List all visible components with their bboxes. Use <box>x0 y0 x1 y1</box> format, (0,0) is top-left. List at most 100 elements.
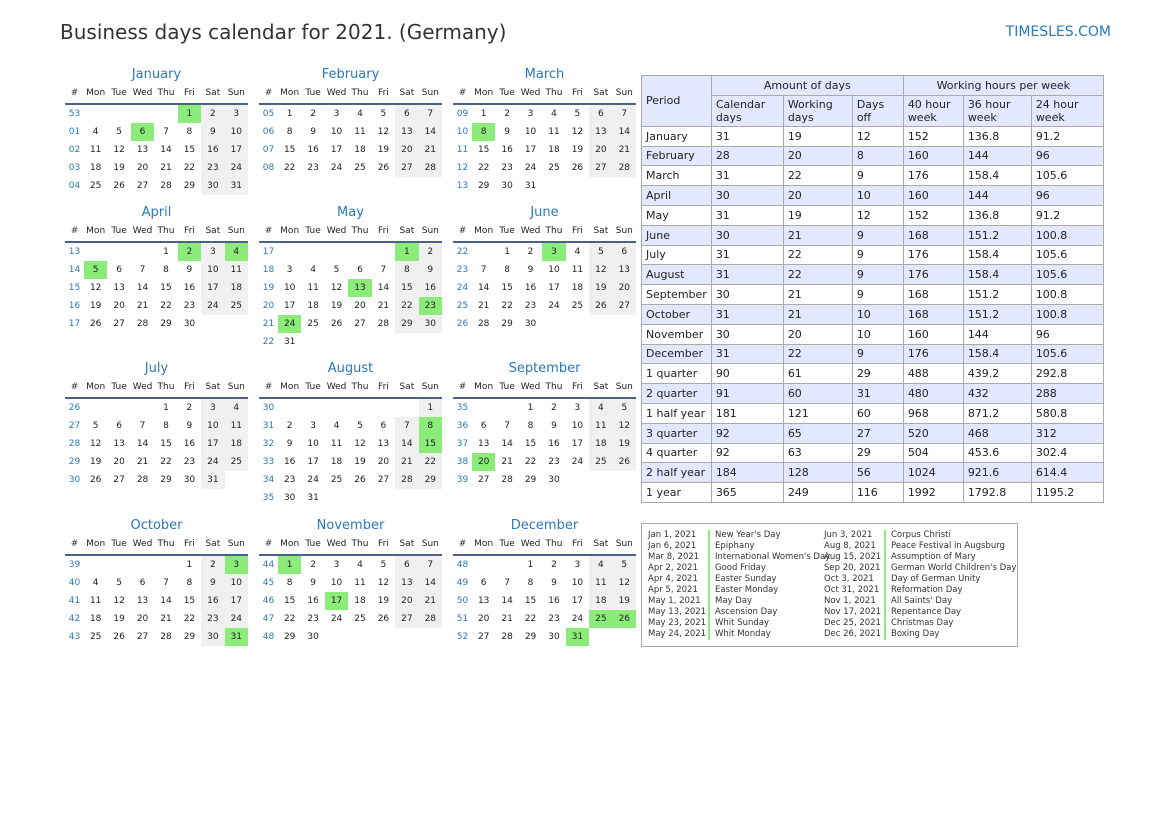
table-cell: 30 <box>710 224 784 246</box>
day-cell: 20 <box>377 457 390 467</box>
day-cell: 5 <box>612 556 637 574</box>
month-july: July # Mon Tue Wed Thu Fri Sat Sun 26 1 2 3 4 27 5 6 7 8 9 1… <box>65 360 249 489</box>
day-cell: 7 <box>395 417 419 435</box>
empty-cell <box>154 105 177 123</box>
table-cell: 19 <box>782 125 853 147</box>
week-number: 26 <box>456 319 469 329</box>
table-cell: 9 <box>851 343 904 365</box>
day-cell: 28 <box>612 159 637 177</box>
day-cell: 29 <box>160 475 172 485</box>
holiday-item: Jan 1, 2021 New Year's Day <box>642 530 830 541</box>
week-row: 49 6 7 8 9 10 11 12 <box>453 574 637 592</box>
day-cell: 6 <box>480 421 487 431</box>
day-cell: 26 <box>330 319 343 329</box>
day-cell: 8 <box>418 417 443 435</box>
holiday-date: Apr 2, 2021 <box>648 563 698 573</box>
week-number: 38 <box>456 457 469 467</box>
weekday-label: Sun <box>615 539 633 549</box>
weekday-label: Fri <box>378 382 389 392</box>
table-cell: 91.2 <box>1030 204 1104 226</box>
week-row: 20 17 18 19 20 21 22 23 <box>259 297 443 315</box>
table-cell: 1024 <box>902 462 964 484</box>
weekday-label: Wed <box>520 88 541 98</box>
day-cell: 12 <box>113 145 125 155</box>
day-cell: 27 <box>477 475 490 485</box>
week-number: 23 <box>456 265 469 275</box>
holiday-name: Ascension Day <box>708 607 777 618</box>
table-row: October 31 21 10 168 151.2 100.8 <box>641 303 1104 325</box>
holidays-column: Jun 3, 2021 Corpus Christi Aug 8, 2021 Peac… <box>818 530 1016 640</box>
day-cell: 27 <box>113 475 125 485</box>
month-name: November <box>316 518 385 533</box>
day-cell: 29 <box>418 471 443 489</box>
day-cell: 17 <box>571 596 584 606</box>
day-cell: 23 <box>201 610 225 628</box>
week-number: 40 <box>68 578 81 588</box>
day-cell: 29 <box>524 632 537 642</box>
day-cell: 17 <box>548 283 560 293</box>
empty-cell <box>84 105 107 123</box>
table-cell: 105.6 <box>1030 264 1104 286</box>
day-cell: 7 <box>504 578 510 588</box>
weekday-label: Mon <box>86 382 106 392</box>
week-number: 11 <box>456 145 469 155</box>
day-cell: 9 <box>201 123 225 141</box>
holiday-date: May 23, 2021 <box>648 618 707 628</box>
day-cell: 24 <box>201 297 225 315</box>
table-cell: 92 <box>710 422 784 444</box>
empty-cell <box>107 105 130 123</box>
day-cell: 7 <box>139 265 146 275</box>
day-cell: 4 <box>224 399 249 417</box>
week-row: 36 6 7 8 9 10 11 12 <box>453 417 637 435</box>
month-name: March <box>524 67 565 82</box>
brand-link[interactable]: TIMESLES.COM <box>1005 24 1111 40</box>
holiday-item: Apr 2, 2021 Good Friday <box>642 563 830 574</box>
table-cell: 292.8 <box>1030 363 1104 385</box>
day-cell: 17 <box>283 301 296 311</box>
day-cell: 1 <box>527 560 534 570</box>
table-cell: 168 <box>902 284 964 305</box>
empty-cell <box>372 243 395 261</box>
day-cell: 27 <box>354 319 366 329</box>
holiday-date: Mar 8, 2021 <box>648 552 700 562</box>
holiday-name: Assumption of Mary <box>884 552 976 563</box>
day-cell: 30 <box>524 319 537 329</box>
table-cell: 96 <box>1030 185 1104 206</box>
day-cell: 1 <box>286 109 293 119</box>
weekday-label: Mon <box>86 226 106 236</box>
day-cell: 26 <box>589 297 613 315</box>
day-cell: 1 <box>163 403 169 413</box>
weekday-label: Mon <box>280 88 300 98</box>
day-cell: 3 <box>224 556 249 574</box>
weekday-label: Sat <box>399 539 415 549</box>
day-cell: 10 <box>307 439 319 449</box>
day-cell: 24 <box>277 315 302 333</box>
week-number: 22 <box>456 247 469 257</box>
empty-cell <box>395 628 418 646</box>
empty-cell <box>301 399 324 417</box>
holiday-name: Good Friday <box>708 563 766 574</box>
week-number: 13 <box>68 247 81 257</box>
day-cell: 9 <box>186 265 193 275</box>
day-cell: 8 <box>527 578 534 588</box>
day-cell: 6 <box>139 578 146 588</box>
day-cell: 19 <box>354 457 366 467</box>
day-cell: 15 <box>418 435 443 453</box>
day-cell: 8 <box>163 265 169 275</box>
weekday-label: # <box>70 88 79 98</box>
table-cell: 22 <box>782 244 853 266</box>
day-cell: 29 <box>395 315 419 333</box>
day-cell: 6 <box>395 556 419 574</box>
weekday-label: Wed <box>132 226 153 236</box>
weekday-label: Tue <box>111 226 127 236</box>
week-number: 27 <box>68 421 81 431</box>
week-number: 28 <box>68 439 81 449</box>
day-cell: 6 <box>380 421 387 431</box>
table-cell: 91 <box>710 383 784 404</box>
weekday-label: Mon <box>280 226 300 236</box>
week-header: # Mon Tue Wed Thu Fri Sat Sun <box>453 535 636 556</box>
day-cell: 2 <box>418 243 443 261</box>
day-cell: 20 <box>471 453 496 471</box>
day-cell: 30 <box>201 628 225 646</box>
table-cell: 10 <box>851 323 904 345</box>
